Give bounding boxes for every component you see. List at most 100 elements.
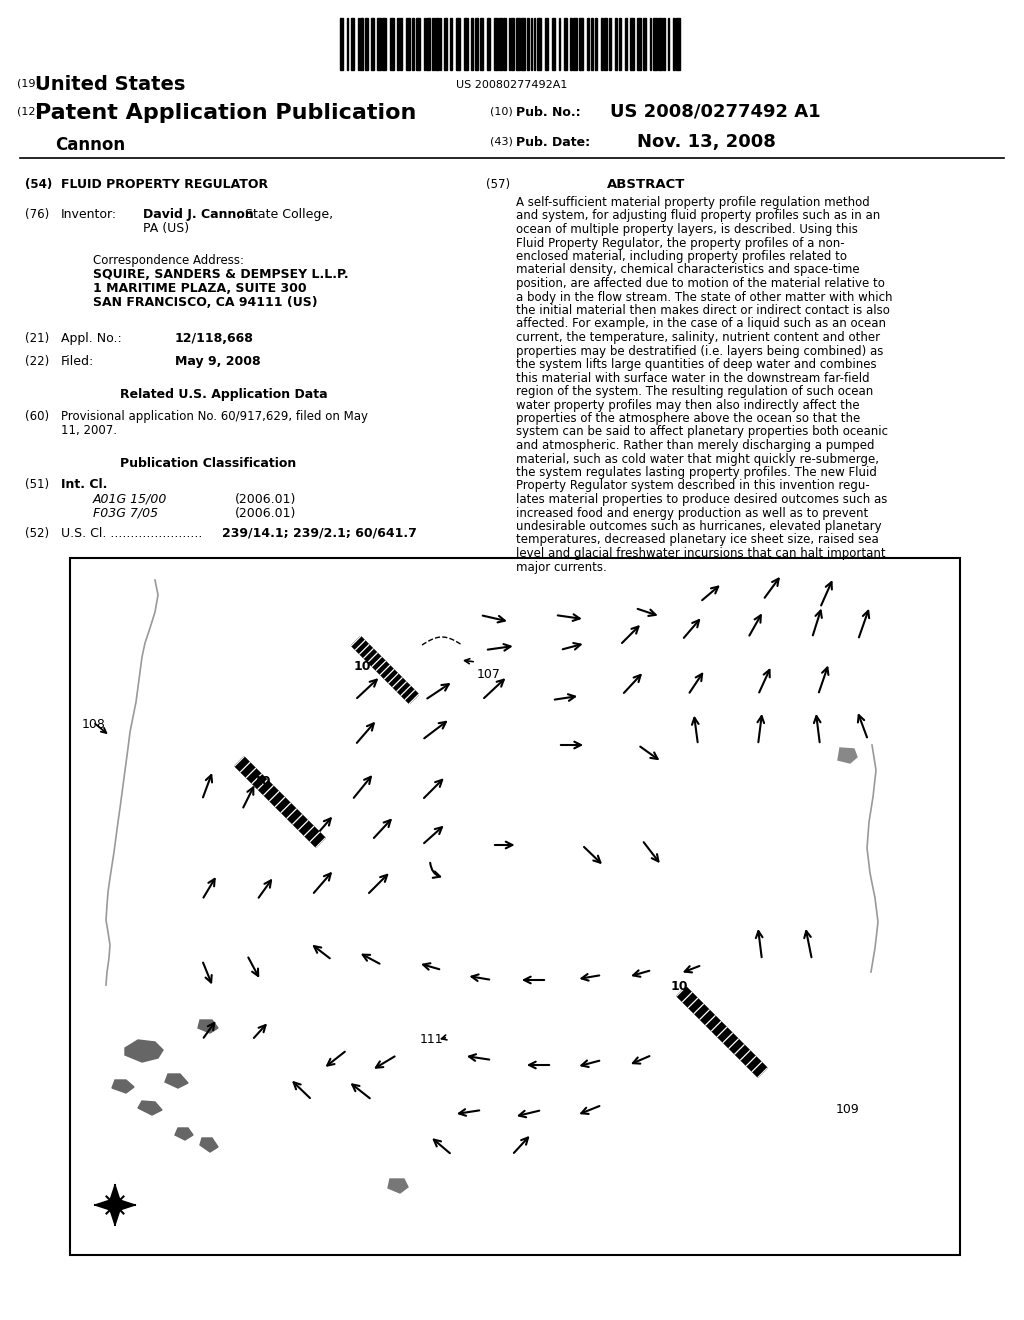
Text: Nov. 13, 2008: Nov. 13, 2008: [637, 133, 776, 150]
Text: and atmospheric. Rather than merely discharging a pumped: and atmospheric. Rather than merely disc…: [516, 440, 874, 451]
Polygon shape: [351, 636, 419, 704]
Bar: [604, 18, 607, 70]
Text: (43): (43): [490, 136, 513, 147]
Bar: [552, 18, 555, 70]
Text: SQUIRE, SANDERS & DEMPSEY L.L.P.: SQUIRE, SANDERS & DEMPSEY L.L.P.: [93, 268, 348, 281]
Text: system can be said to affect planetary properties both oceanic: system can be said to affect planetary p…: [516, 425, 888, 438]
Bar: [382, 18, 386, 70]
Bar: [630, 18, 634, 70]
Text: enclosed material, including property profiles related to: enclosed material, including property pr…: [516, 249, 847, 263]
Text: US 20080277492A1: US 20080277492A1: [457, 81, 567, 90]
Bar: [340, 18, 343, 70]
Bar: [487, 18, 490, 70]
Text: position, are affected due to motion of the material relative to: position, are affected due to motion of …: [516, 277, 885, 290]
Text: properties of the atmosphere above the ocean so that the: properties of the atmosphere above the o…: [516, 412, 860, 425]
Text: Related U.S. Application Data: Related U.S. Application Data: [120, 388, 328, 401]
Text: the initial material then makes direct or indirect contact is also: the initial material then makes direct o…: [516, 304, 890, 317]
Text: (12): (12): [17, 106, 40, 116]
Text: 108: 108: [82, 718, 105, 731]
Text: SAN FRANCISCO, CA 94111 (US): SAN FRANCISCO, CA 94111 (US): [93, 296, 317, 309]
Text: (21): (21): [25, 333, 49, 345]
Bar: [503, 18, 506, 70]
Bar: [618, 18, 621, 70]
Text: 109: 109: [836, 1104, 860, 1115]
Text: 11, 2007.: 11, 2007.: [61, 424, 117, 437]
Polygon shape: [175, 1129, 193, 1140]
Polygon shape: [388, 1179, 408, 1193]
Text: Appl. No.:: Appl. No.:: [61, 333, 122, 345]
Text: Fluid Property Regulator, the property profiles of a non-: Fluid Property Regulator, the property p…: [516, 236, 845, 249]
Bar: [643, 18, 646, 70]
Bar: [351, 18, 354, 70]
Polygon shape: [198, 1020, 218, 1034]
Text: undesirable outcomes such as hurricanes, elevated planetary: undesirable outcomes such as hurricanes,…: [516, 520, 882, 533]
Text: Filed:: Filed:: [61, 355, 94, 368]
Text: affected. For example, in the case of a liquid such as an ocean: affected. For example, in the case of a …: [516, 318, 886, 330]
Polygon shape: [125, 1040, 163, 1063]
Bar: [570, 18, 572, 70]
Text: this material with surface water in the downstream far-field: this material with surface water in the …: [516, 371, 869, 384]
Text: (10): (10): [490, 106, 513, 116]
Bar: [471, 18, 473, 70]
Bar: [432, 18, 434, 70]
Text: (60): (60): [25, 411, 49, 422]
Bar: [673, 18, 675, 70]
Polygon shape: [234, 756, 326, 847]
Text: (22): (22): [25, 355, 49, 368]
Bar: [406, 18, 410, 70]
Text: major currents.: major currents.: [516, 561, 607, 573]
Bar: [587, 18, 589, 70]
Text: A01G 15/00: A01G 15/00: [93, 492, 167, 506]
Polygon shape: [165, 1074, 188, 1088]
Bar: [658, 18, 662, 70]
Text: (57): (57): [486, 178, 510, 191]
Text: Property Regulator system described in this invention regu-: Property Regulator system described in t…: [516, 479, 869, 492]
Text: ocean of multiple property layers, is described. Using this: ocean of multiple property layers, is de…: [516, 223, 858, 236]
Bar: [676, 18, 680, 70]
Text: Pub. No.:: Pub. No.:: [516, 106, 581, 119]
Bar: [464, 18, 468, 70]
Text: the system lifts large quantities of deep water and combines: the system lifts large quantities of dee…: [516, 358, 877, 371]
Text: 12/118,668: 12/118,668: [175, 333, 254, 345]
Text: , State College,: , State College,: [237, 209, 333, 220]
Bar: [444, 18, 447, 70]
Text: 10: 10: [354, 660, 372, 673]
Bar: [377, 18, 381, 70]
Text: current, the temperature, salinity, nutrient content and other: current, the temperature, salinity, nutr…: [516, 331, 880, 345]
Text: temperatures, decreased planetary ice sheet size, raised sea: temperatures, decreased planetary ice sh…: [516, 533, 879, 546]
Text: (2006.01): (2006.01): [234, 492, 296, 506]
Text: United States: United States: [35, 75, 185, 94]
Polygon shape: [138, 1101, 162, 1115]
Text: F03G 7/05: F03G 7/05: [93, 507, 158, 520]
Text: and system, for adjusting fluid property profiles such as in an: and system, for adjusting fluid property…: [516, 210, 881, 223]
Bar: [579, 18, 583, 70]
Polygon shape: [112, 1080, 134, 1093]
Bar: [653, 18, 657, 70]
Text: David J. Cannon: David J. Cannon: [143, 209, 254, 220]
Text: the system regulates lasting property profiles. The new Fluid: the system regulates lasting property pr…: [516, 466, 877, 479]
Text: US 2008/0277492 A1: US 2008/0277492 A1: [610, 103, 820, 121]
Bar: [537, 18, 541, 70]
Bar: [516, 18, 520, 70]
Text: (2006.01): (2006.01): [234, 507, 296, 520]
Bar: [494, 18, 498, 70]
Text: U.S. Cl. .......................: U.S. Cl. .......................: [61, 527, 203, 540]
Polygon shape: [838, 748, 857, 763]
Bar: [450, 18, 452, 70]
Bar: [591, 18, 593, 70]
Text: Correspondence Address:: Correspondence Address:: [93, 253, 244, 267]
Bar: [545, 18, 548, 70]
Text: Inventor:: Inventor:: [61, 209, 117, 220]
Text: Pub. Date:: Pub. Date:: [516, 136, 590, 149]
Bar: [499, 18, 502, 70]
Text: properties may be destratified (i.e. layers being combined) as: properties may be destratified (i.e. lay…: [516, 345, 884, 358]
Bar: [390, 18, 394, 70]
Bar: [360, 18, 362, 70]
Bar: [511, 18, 514, 70]
Bar: [480, 18, 483, 70]
Text: Int. Cl.: Int. Cl.: [61, 478, 108, 491]
Text: level and glacial freshwater incursions that can halt important: level and glacial freshwater incursions …: [516, 546, 886, 560]
Bar: [637, 18, 641, 70]
Text: (76): (76): [25, 209, 49, 220]
Text: material, such as cold water that might quickly re-submerge,: material, such as cold water that might …: [516, 453, 879, 466]
